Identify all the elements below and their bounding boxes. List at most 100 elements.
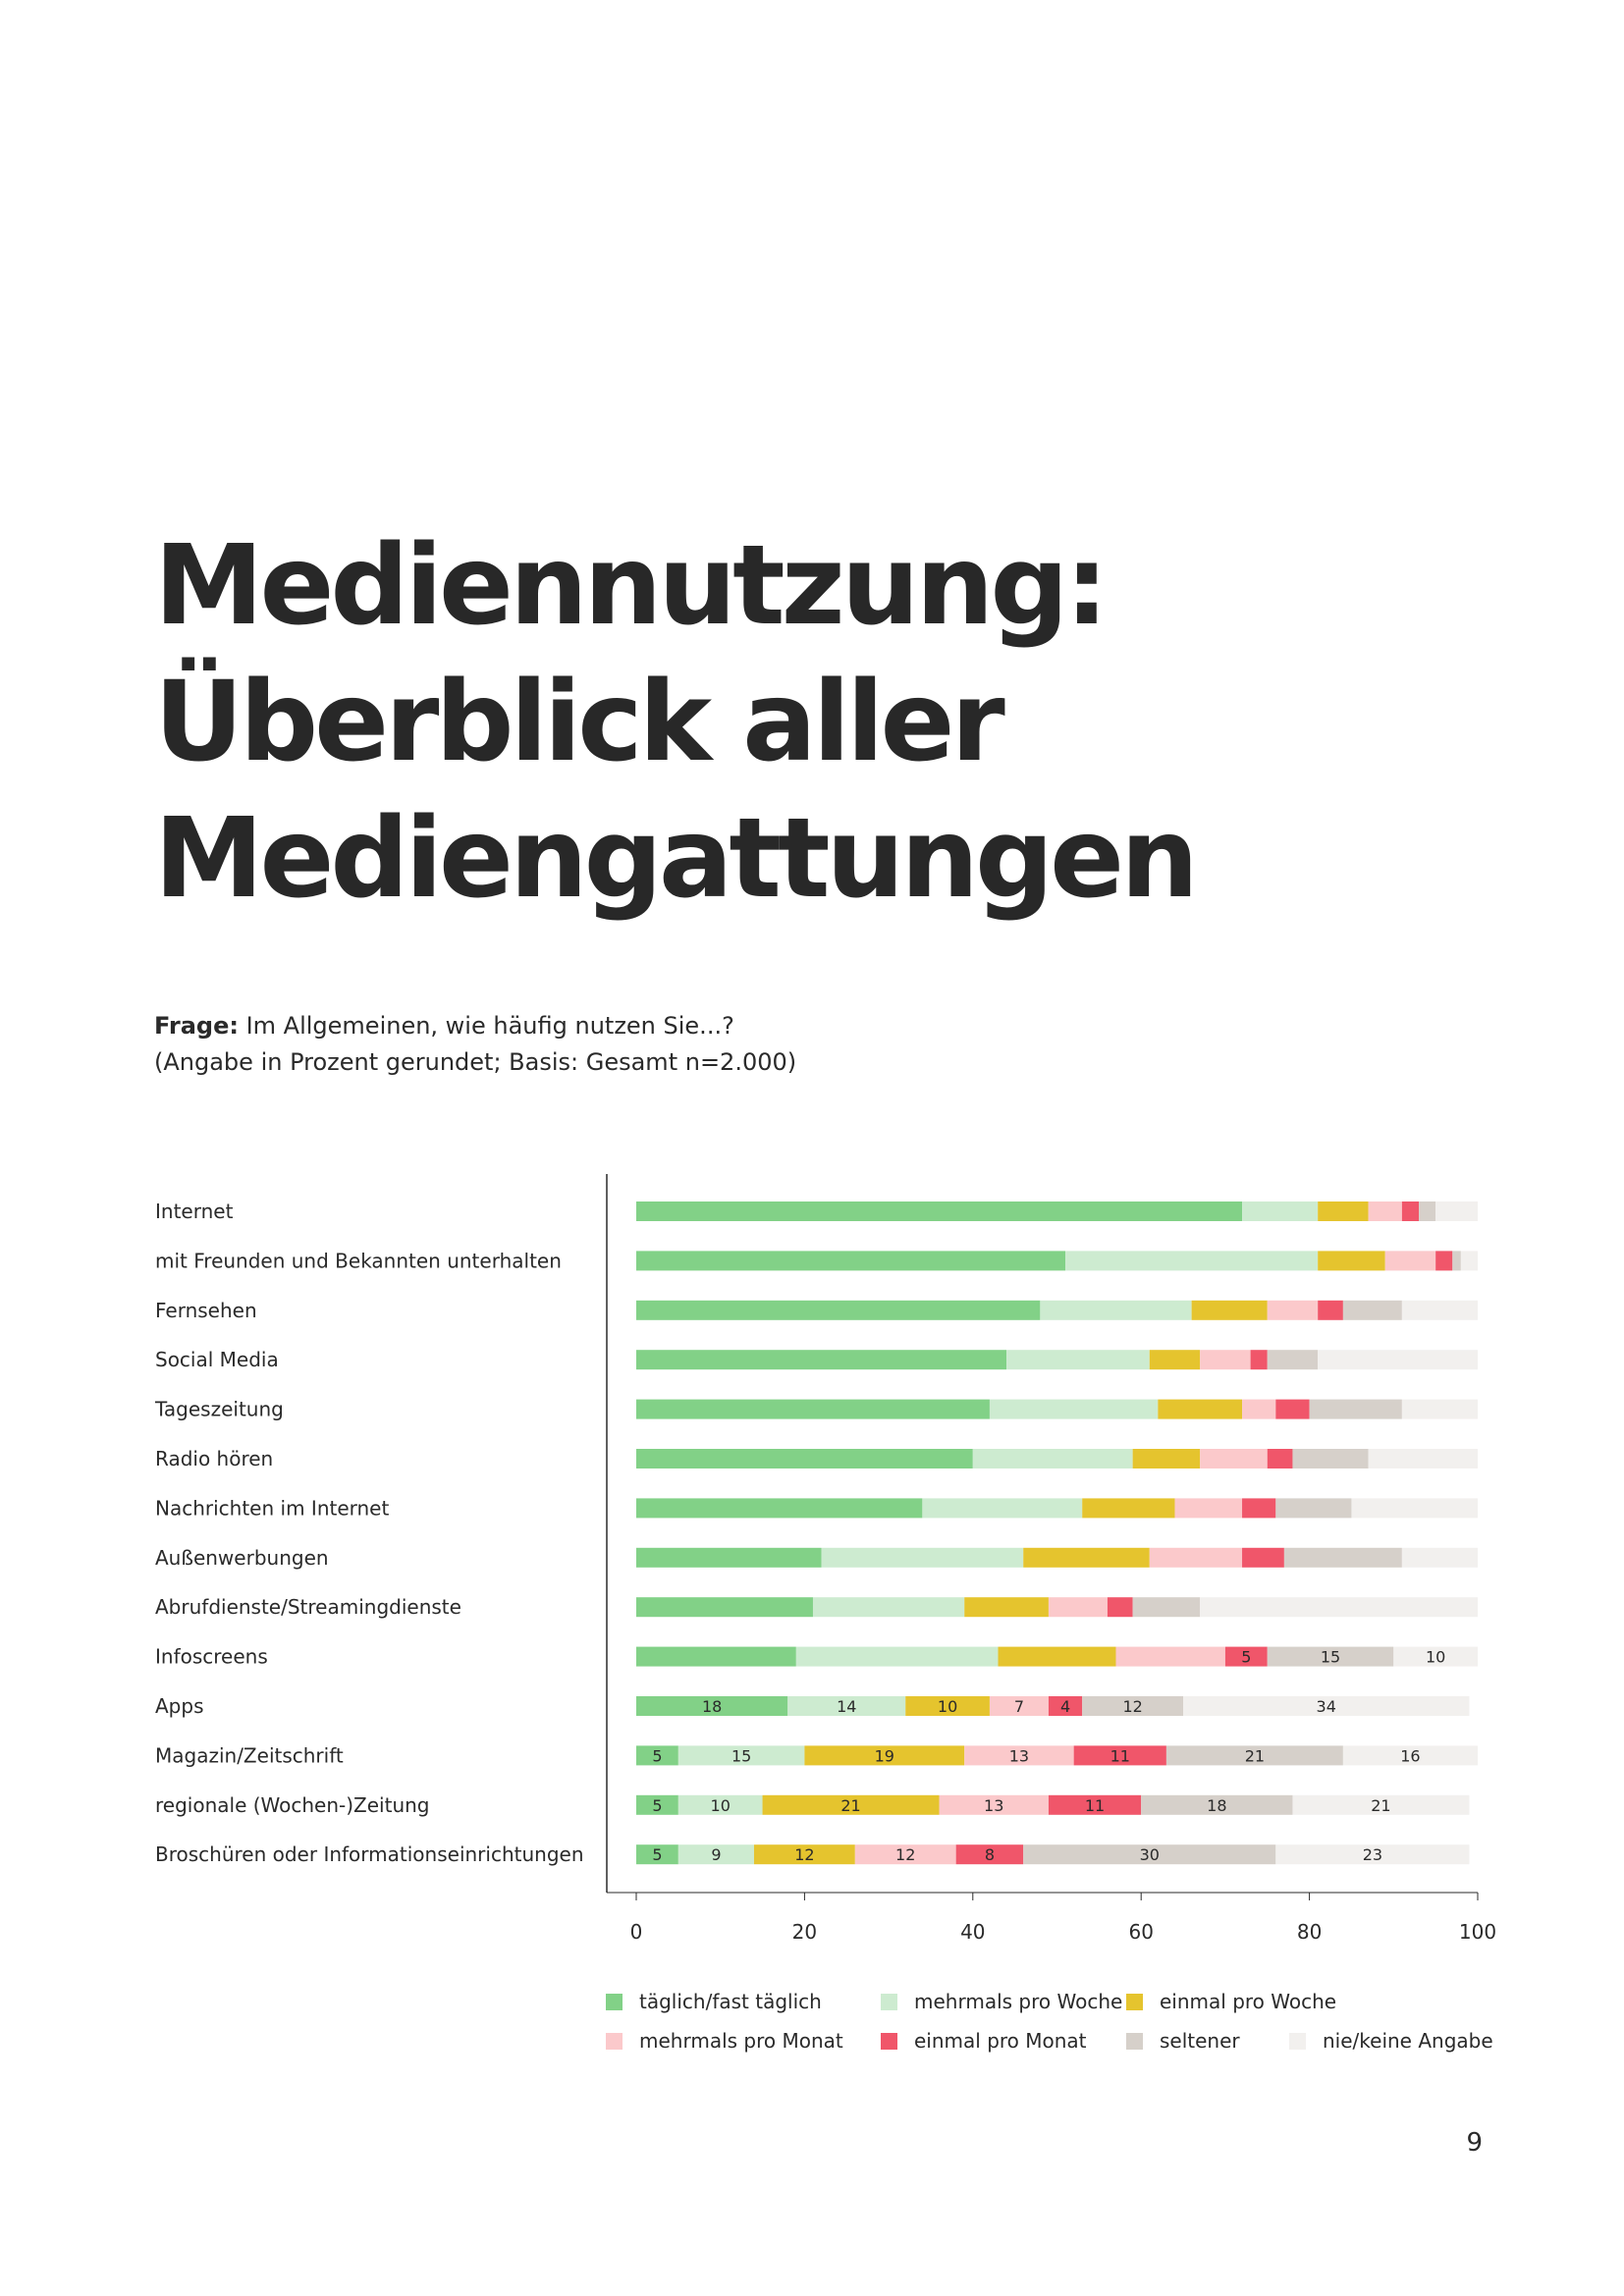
data-label: 11: [1110, 1746, 1130, 1765]
data-label: 14: [837, 1697, 856, 1716]
legend-label: einmal pro Monat: [914, 2029, 1087, 2053]
bar-segment: [636, 1745, 678, 1766]
x-tick-label: 40: [960, 1920, 985, 1944]
data-label: 21: [840, 1796, 860, 1815]
bar-segment: [1149, 1350, 1201, 1370]
chart-legend: täglich/fast täglich mehrmals pro Woche ei…: [606, 1990, 1493, 2078]
bar-segment: [677, 1844, 754, 1865]
bar-segment: [1292, 1449, 1369, 1468]
bar-segment: [636, 1547, 822, 1568]
bar-segment: [939, 1794, 1049, 1815]
bar-segment: [1200, 1449, 1268, 1468]
bar-segment: [1452, 1251, 1461, 1271]
bar-segment: [1342, 1300, 1402, 1320]
data-label: 10: [711, 1796, 731, 1815]
bar-segment: [1460, 1251, 1478, 1271]
bar-segment: [677, 1745, 805, 1766]
bar-segment: [1318, 1300, 1343, 1320]
bar-segment: [1242, 1547, 1284, 1568]
legend-swatch: [881, 1993, 897, 2010]
data-label: 5: [652, 1845, 662, 1864]
bar-segment: [1435, 1201, 1478, 1221]
bar-segment: [787, 1696, 906, 1716]
category-label: Abrufdienste/Streamingdienste: [155, 1595, 461, 1619]
bar-segment: [1419, 1201, 1436, 1221]
bar-segment: [1082, 1498, 1175, 1519]
bar-segment: [1342, 1745, 1478, 1766]
legend-swatch: [1126, 2032, 1143, 2050]
data-label: 10: [1426, 1648, 1445, 1667]
category-label: regionale (Wochen-)Zeitung: [155, 1793, 430, 1817]
data-label: 18: [702, 1697, 722, 1716]
question-line: Frage: Im Allgemeinen, wie häufig nutzen…: [154, 1008, 796, 1044]
bar-segment: [636, 1844, 678, 1865]
legend-swatch: [1289, 2032, 1306, 2050]
bar-segment: [1174, 1498, 1243, 1519]
bar-segment: [1401, 1300, 1478, 1320]
bar-segment: [1351, 1498, 1478, 1519]
data-label: 34: [1317, 1697, 1336, 1716]
bar-segment: [1242, 1399, 1276, 1419]
bar-segment: [1435, 1251, 1453, 1271]
data-label: 5: [1241, 1648, 1251, 1667]
bar-segment: [854, 1844, 956, 1865]
bar-segment: [989, 1696, 1049, 1716]
bar-segment: [636, 1251, 1066, 1271]
legend-item: mehrmals pro Monat: [606, 2029, 843, 2053]
title-line: Mediengattungen: [154, 795, 1199, 923]
bar-segment: [677, 1794, 763, 1815]
bar-segment: [636, 1498, 923, 1519]
title-line: Mediennutzung:: [154, 522, 1109, 650]
legend-swatch: [881, 2032, 897, 2050]
bar-segment: [762, 1794, 940, 1815]
legend-swatch: [1126, 1993, 1143, 2010]
bar-segment: [1318, 1201, 1369, 1221]
bar-segment: [1275, 1399, 1310, 1419]
bar-segment: [1006, 1350, 1150, 1370]
title-line: Überblick aller: [154, 659, 1005, 786]
bar-segment: [1283, 1547, 1402, 1568]
bar-segment: [1275, 1844, 1470, 1865]
bar-segment: [1200, 1597, 1478, 1618]
bar-segment: [1401, 1399, 1478, 1419]
data-label: 13: [1009, 1746, 1029, 1765]
bar-segment: [955, 1844, 1024, 1865]
bar-segment: [1267, 1646, 1394, 1667]
bar-segment: [1165, 1745, 1343, 1766]
data-label: 4: [1060, 1697, 1070, 1716]
data-label: 5: [652, 1746, 662, 1765]
bar-segment: [1073, 1745, 1166, 1766]
data-label: 21: [1245, 1746, 1265, 1765]
legend-label: mehrmals pro Monat: [639, 2029, 843, 2053]
data-label: 23: [1363, 1845, 1382, 1864]
legend-label: seltener: [1160, 2029, 1240, 2053]
bar-segment: [636, 1646, 796, 1667]
bar-segment: [1224, 1646, 1268, 1667]
data-label: 5: [652, 1796, 662, 1815]
bar-segment: [1401, 1547, 1478, 1568]
bar-segment: [636, 1399, 990, 1419]
bar-segment: [1107, 1597, 1133, 1618]
data-label: 9: [711, 1845, 721, 1864]
category-label: Apps: [155, 1694, 204, 1718]
category-label: Social Media: [155, 1348, 279, 1371]
bar-segment: [804, 1745, 965, 1766]
bar-segment: [1309, 1399, 1402, 1419]
bar-segment: [964, 1745, 1074, 1766]
data-label: 10: [938, 1697, 957, 1716]
legend-item: einmal pro Woche: [1126, 1990, 1336, 2013]
bar-segment: [1048, 1696, 1083, 1716]
question-label: Frage:: [154, 1012, 239, 1040]
category-label: Broschüren oder Informationseinrichtunge…: [155, 1842, 584, 1866]
bar-segment: [753, 1844, 855, 1865]
category-label: Magazin/Zeitschrift: [155, 1743, 344, 1767]
bar-segment: [989, 1399, 1159, 1419]
bar-segment: [636, 1597, 813, 1618]
data-label: 13: [984, 1796, 1003, 1815]
legend-swatch: [606, 2032, 623, 2050]
bar-segment: [905, 1696, 990, 1716]
data-label: 12: [895, 1845, 915, 1864]
legend-item: mehrmals pro Woche: [881, 1990, 1122, 2013]
bar-segment: [1048, 1597, 1108, 1618]
bar-segment: [1191, 1300, 1268, 1320]
